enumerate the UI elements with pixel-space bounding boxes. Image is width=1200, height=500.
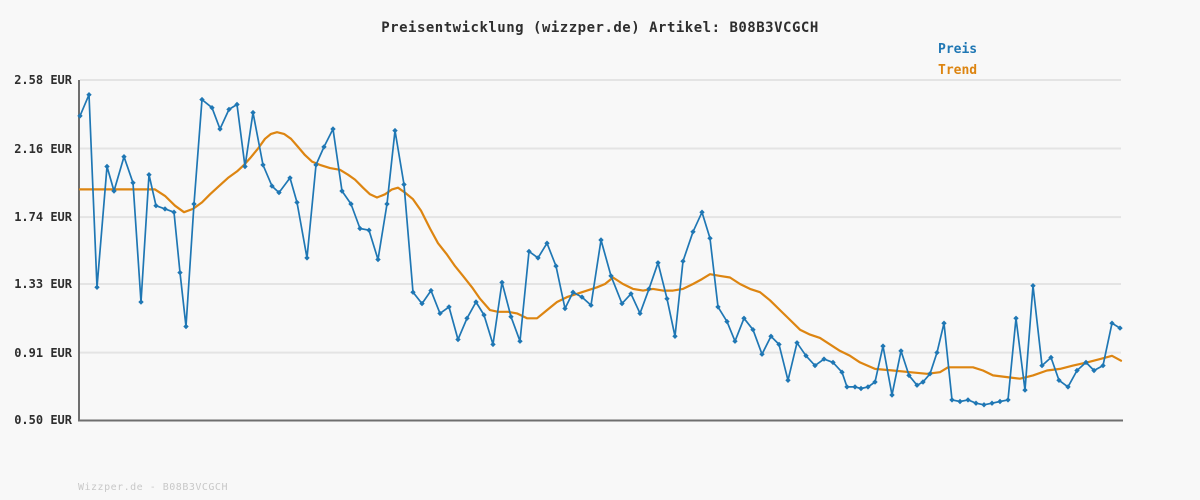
chart-title: Preisentwicklung (wizzper.de) Artikel: B…: [381, 20, 819, 36]
chart-legend: Preis Trend: [938, 39, 977, 81]
legend-item-trend: Trend: [938, 63, 978, 78]
y-tick-label: 2.16 EUR: [14, 141, 72, 156]
y-tick-label: 2.58 EUR: [14, 73, 72, 87]
y-tick-label: 1.74 EUR: [14, 210, 72, 225]
trend-line: [78, 131, 1123, 380]
y-tick-label: 0.50 EUR: [14, 412, 72, 427]
legend-item-preis: Preis: [938, 42, 978, 57]
y-tick-label: 1.33 EUR: [14, 277, 72, 292]
preis-line: [79, 93, 1121, 406]
y-tick-label: 0.91 EUR: [14, 345, 72, 360]
watermark: Wizzper.de - B08B3VCGCH: [78, 482, 228, 493]
